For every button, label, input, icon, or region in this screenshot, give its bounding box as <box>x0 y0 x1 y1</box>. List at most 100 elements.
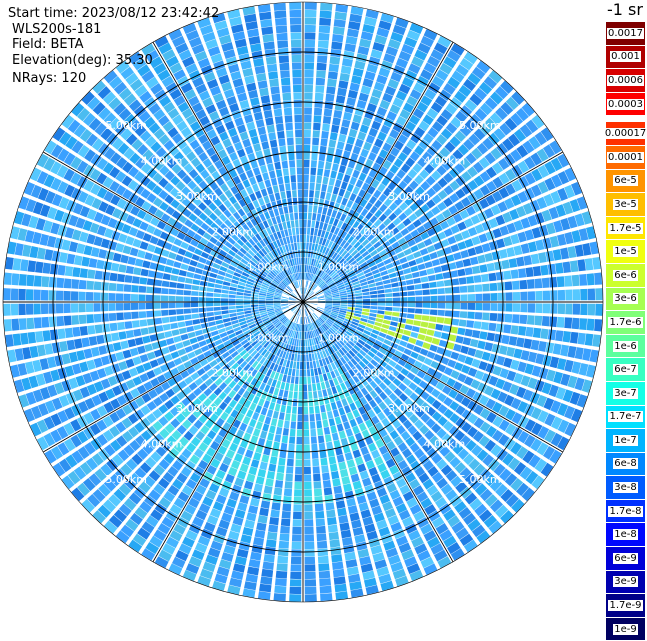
ppi-cell <box>333 440 340 448</box>
ppi-cell <box>201 276 209 282</box>
ppi-cell <box>265 49 276 57</box>
ppi-cell <box>401 262 409 268</box>
ppi-cell <box>592 257 601 270</box>
ppi-cell <box>329 64 339 72</box>
ppi-cell <box>570 260 578 272</box>
ppi-cell <box>271 178 277 186</box>
ppi-cell <box>303 235 306 242</box>
ppi-cell <box>267 163 274 171</box>
ppi-cell <box>303 354 305 361</box>
ppi-cell <box>404 248 412 255</box>
ppi-cell <box>128 339 137 348</box>
ppi-cell <box>209 273 217 279</box>
ppi-cell <box>317 55 327 63</box>
ppi-cell <box>496 324 504 333</box>
ppi-cell <box>41 304 48 315</box>
ppi-cell <box>249 177 257 186</box>
ppi-cell <box>63 303 70 313</box>
colorbar-tick-label: 6e-6 <box>613 270 638 281</box>
ppi-cell <box>356 179 364 188</box>
ppi-cell <box>263 400 269 408</box>
ppi-cell <box>161 310 169 316</box>
ppi-cell <box>208 277 216 282</box>
ppi-cell <box>155 325 163 332</box>
ppi-cell <box>251 302 258 304</box>
ppi-cell <box>343 174 350 182</box>
ppi-cell <box>314 228 318 235</box>
ppi-cell <box>323 116 331 124</box>
range-ring-label: 5.00km <box>105 473 147 486</box>
ppi-cell <box>249 36 261 45</box>
ppi-cell <box>347 136 356 145</box>
ppi-cell <box>276 25 288 33</box>
ppi-cell <box>33 290 40 301</box>
ppi-cell <box>307 369 310 376</box>
ppi-cell <box>314 108 322 116</box>
colorbar-tick-label: 1.7e-6 <box>608 317 642 328</box>
ppi-cell <box>414 314 422 320</box>
ppi-cell <box>287 198 292 206</box>
ppi-cell <box>437 288 445 294</box>
ppi-cell <box>301 280 302 287</box>
ppi-cell <box>406 319 414 325</box>
ppi-cell <box>331 210 337 218</box>
ppi-cell <box>320 146 327 154</box>
ppi-cell <box>335 4 348 13</box>
ppi-cell <box>445 310 453 316</box>
ppi-cell <box>533 328 541 338</box>
ppi-cell <box>347 307 354 310</box>
ppi-cell <box>484 253 493 262</box>
ppi-cell <box>429 345 438 353</box>
ppi-cell <box>342 58 353 67</box>
ppi-cell <box>385 303 392 307</box>
ppi-cell <box>173 336 181 343</box>
ppi-cell <box>304 422 309 429</box>
ppi-cell <box>249 466 258 475</box>
ppi-cell <box>423 303 430 308</box>
ppi-cell <box>318 299 325 301</box>
ppi-cell <box>320 10 332 18</box>
ppi-cell <box>79 315 87 324</box>
ppi-cell <box>291 47 301 54</box>
ppi-cell <box>505 292 512 300</box>
ppi-cell <box>251 297 258 299</box>
ppi-cell <box>319 443 326 451</box>
ppi-cell <box>274 586 286 594</box>
ppi-cell <box>310 183 315 190</box>
ppi-cell <box>294 354 297 361</box>
ppi-cell <box>355 293 362 296</box>
ppi-cell <box>376 285 384 289</box>
ppi-cell <box>153 295 160 301</box>
ppi-cell <box>86 314 94 323</box>
ppi-cell <box>463 258 471 266</box>
ppi-cell <box>382 324 390 329</box>
ppi-cell <box>283 168 289 176</box>
ppi-cell <box>403 330 411 336</box>
ppi-cell <box>319 375 324 383</box>
ppi-cell <box>497 282 505 291</box>
ppi-cell <box>426 268 434 275</box>
ppi-cell <box>276 427 282 435</box>
ppi-cell <box>274 208 280 216</box>
ppi-cell <box>444 280 452 287</box>
ppi-cell <box>385 289 392 293</box>
ppi-cell <box>316 383 321 391</box>
ppi-cell <box>460 294 467 301</box>
ppi-cell <box>438 303 445 309</box>
ppi-cell <box>314 398 319 406</box>
colorbar-tick-label: 3e-6 <box>613 293 638 304</box>
ppi-cell <box>338 134 346 142</box>
ppi-cell <box>392 287 400 292</box>
ppi-cell <box>37 345 46 357</box>
ppi-cell <box>475 294 482 301</box>
ppi-cell <box>273 442 280 450</box>
ppi-cell <box>282 222 287 230</box>
ppi-cell <box>398 318 406 323</box>
ppi-cell <box>498 303 505 311</box>
ppi-cell <box>279 55 289 63</box>
ppi-cell <box>208 321 216 326</box>
ppi-cell <box>270 86 279 94</box>
ppi-cell <box>427 351 436 359</box>
ppi-cell <box>258 515 268 524</box>
ppi-cell <box>305 549 315 556</box>
